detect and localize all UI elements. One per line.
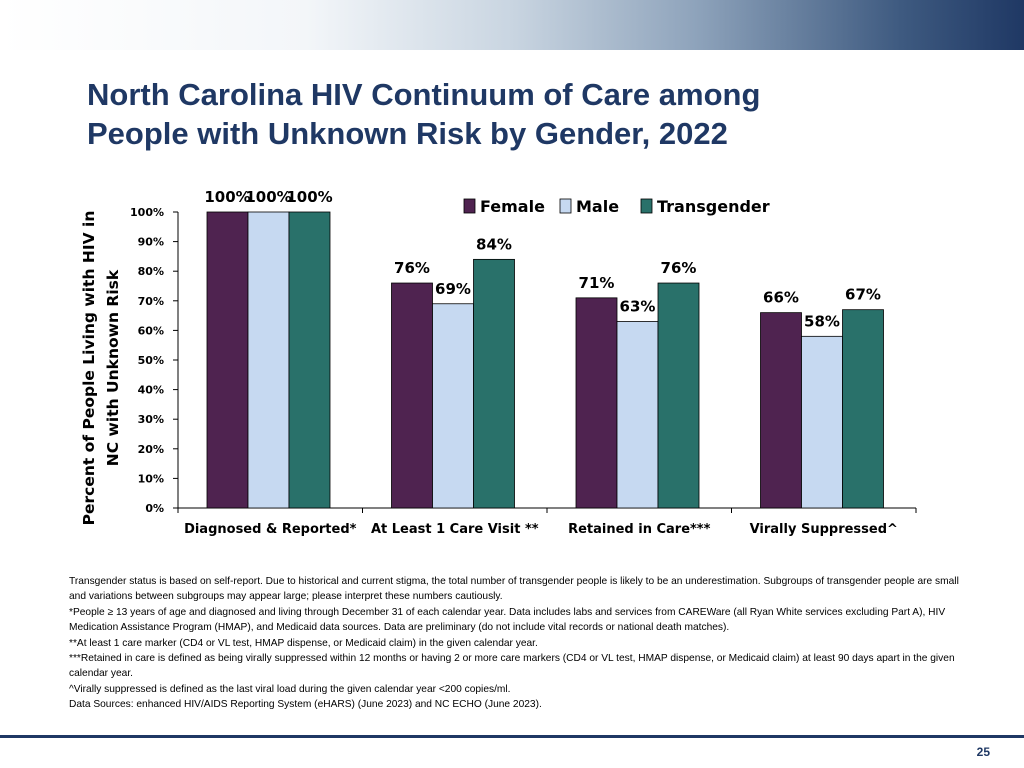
data-label: 67% [845,286,881,304]
footnote: ^Virally suppressed is defined as the la… [69,683,511,695]
legend-label: Transgender [657,197,770,216]
legend-label: Female [480,197,545,216]
data-label: 69% [435,280,471,298]
bottom-rule [0,735,1024,738]
top-banner [0,0,1024,50]
title-line-1: North Carolina HIV Continuum of Care amo… [87,77,761,112]
y-tick-label: 0% [145,502,164,515]
y-tick-label: 40% [138,384,164,397]
footnote: ***Retained in care is defined as being … [69,653,955,680]
footnote: **At least 1 care marker (CD4 or VL test… [69,637,538,649]
y-tick-label: 30% [138,413,164,426]
bar [432,303,474,509]
footnote: Data Sources: enhanced HIV/AIDS Reportin… [69,699,542,711]
data-label: 71% [579,274,615,292]
y-tick-label: 50% [138,354,164,367]
data-label: 76% [394,259,430,277]
bar [288,211,331,509]
y-tick-label: 80% [138,265,164,278]
data-label: 63% [620,298,656,316]
bar-chart: 0%10%20%30%40%50%60%70%80%90%100%100%100… [80,188,917,537]
page-number: 25 [976,745,990,759]
legend-swatch [559,198,572,214]
bar [473,258,515,509]
legend-label: Male [576,197,619,216]
x-tick-label: Diagnosed & Reported* [184,522,357,537]
bar [391,282,433,509]
page-title: North Carolina HIV Continuum of Care amo… [87,75,967,153]
data-label: 84% [476,235,512,253]
y-axis-title: Percent of People Living with HIV in [80,211,98,526]
footnote: Transgender status is based on self-repo… [69,576,959,603]
data-label: 100% [204,188,250,206]
x-tick-label: At Least 1 Care Visit ** [371,522,539,537]
data-label: 100% [286,188,332,206]
bar [801,335,843,509]
y-tick-label: 20% [138,443,164,456]
y-tick-label: 60% [138,324,164,337]
legend-swatch [640,198,653,214]
bar [575,297,618,509]
y-axis-title: NC with Unknown Risk [104,269,122,466]
y-tick-label: 10% [138,472,164,485]
title-line-2: People with Unknown Risk by Gender, 2022 [87,116,728,151]
legend-swatch [463,198,476,214]
data-label: 76% [661,259,697,277]
bar [760,312,802,509]
data-label: 66% [763,289,799,307]
y-tick-label: 100% [130,206,164,219]
footnotes: Transgender status is based on self-repo… [69,574,969,713]
bar [206,211,249,509]
footnote: *People ≥ 13 years of age and diagnosed … [69,606,946,634]
bar [842,309,884,509]
x-tick-label: Virally Suppressed^ [750,522,898,537]
data-label: 100% [245,188,291,206]
bar [616,321,659,509]
data-label: 58% [804,312,840,330]
y-tick-label: 90% [138,236,164,249]
bar [247,211,290,509]
bar [657,282,700,509]
x-tick-label: Retained in Care*** [568,522,711,537]
y-tick-label: 70% [138,295,164,308]
